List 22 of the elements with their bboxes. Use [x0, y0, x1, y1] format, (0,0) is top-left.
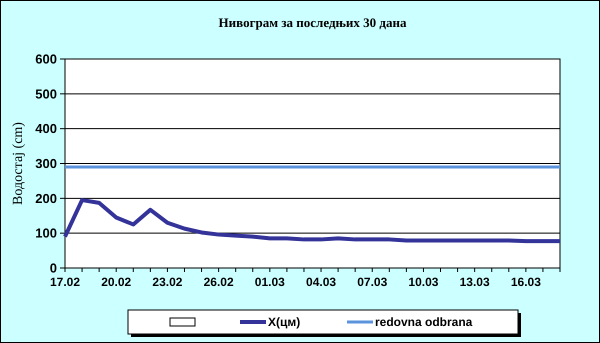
y-tick-label: 200 [35, 190, 57, 206]
x-tick-label: 20.02 [101, 275, 132, 289]
y-tick-label: 400 [35, 121, 57, 136]
chart-title: Нивограм за последњих 30 дана [218, 15, 407, 30]
legend-label: redovna odbrana [375, 315, 473, 330]
x-tick-label: 26.02 [204, 275, 234, 289]
line-series [63, 198, 562, 244]
y-axis-title: Водостај (cm) [11, 122, 26, 205]
y-tick-label: 300 [35, 156, 57, 172]
x-tick-label: 17.02 [50, 275, 80, 289]
x-tick-label: 16.03 [510, 275, 542, 289]
x-tick-label: 01.03 [254, 275, 286, 289]
x-tick-label: 13.03 [460, 275, 490, 289]
x-tick-label: 23.02 [152, 275, 183, 289]
legend-label: X(цм) [268, 315, 300, 330]
y-tick-label: 0 [50, 260, 57, 276]
y-tick-label: 600 [35, 52, 57, 67]
y-tick-label: 100 [35, 226, 57, 241]
x-tick-label: 10.03 [408, 275, 439, 289]
y-tick-label: 500 [35, 86, 57, 102]
x-tick-label: 04.03 [306, 275, 336, 289]
x-tick-label: 07.03 [357, 275, 388, 289]
